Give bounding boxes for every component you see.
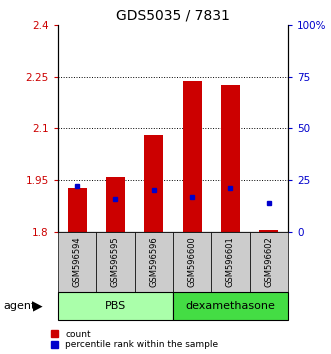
Bar [58, 232, 96, 292]
Text: GSM596596: GSM596596 [149, 236, 158, 287]
Bar [96, 232, 135, 292]
Text: GSM596595: GSM596595 [111, 236, 120, 287]
Text: ▶: ▶ [33, 300, 43, 313]
Text: GSM596601: GSM596601 [226, 236, 235, 287]
Bar [68, 188, 87, 232]
Bar [173, 292, 288, 320]
Text: dexamethasone: dexamethasone [185, 301, 275, 311]
Text: agent: agent [3, 301, 36, 311]
Bar [259, 230, 278, 232]
Bar [182, 81, 202, 232]
Bar [250, 232, 288, 292]
Bar [135, 232, 173, 292]
Bar [144, 135, 164, 232]
Text: PBS: PBS [105, 301, 126, 311]
Bar [173, 232, 211, 292]
Bar [106, 177, 125, 232]
Text: GSM596594: GSM596594 [72, 236, 82, 287]
Bar [221, 85, 240, 232]
Text: GSM596600: GSM596600 [188, 236, 197, 287]
Text: GSM596602: GSM596602 [264, 236, 273, 287]
Bar [58, 292, 173, 320]
Legend: count, percentile rank within the sample: count, percentile rank within the sample [51, 330, 218, 349]
Bar [211, 232, 250, 292]
Title: GDS5035 / 7831: GDS5035 / 7831 [116, 8, 230, 22]
